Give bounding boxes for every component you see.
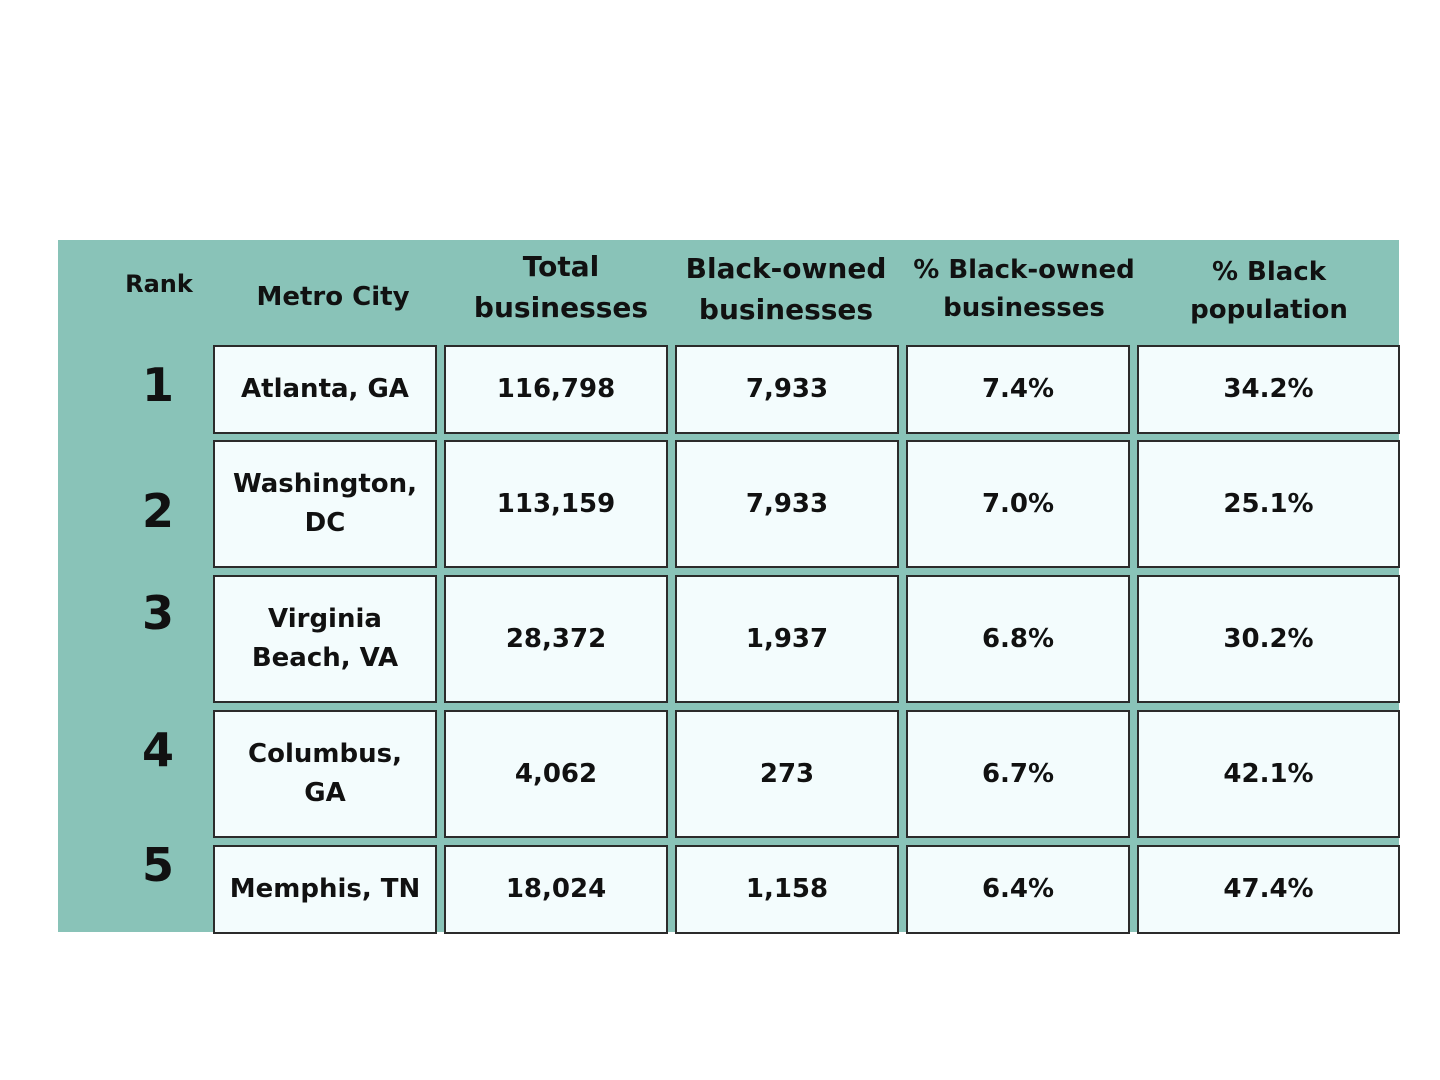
cell-black-owned: 7,933 <box>675 345 899 434</box>
header-pct-black-owned: % Black-owned businesses <box>913 255 1135 323</box>
header-total: Total businesses <box>473 250 649 324</box>
cell-pct-black-pop: 42.1% <box>1137 710 1400 838</box>
cell-pct-black-pop: 34.2% <box>1137 345 1400 434</box>
header-rank: Rank <box>125 269 193 298</box>
cell-pct-black-owned: 7.4% <box>906 345 1130 434</box>
header-metro-city: Metro City <box>256 282 410 313</box>
header-pct-black-pop: % Black population <box>1190 257 1348 325</box>
cell-metro-city: Memphis, TN <box>213 845 437 934</box>
cell-metro-city: Washington, DC <box>213 440 437 568</box>
rank-number: 2 <box>141 484 174 538</box>
cell-total: 28,372 <box>444 575 668 703</box>
cell-pct-black-owned: 6.4% <box>906 845 1130 934</box>
cell-black-owned: 7,933 <box>675 440 899 568</box>
cell-metro-city: Virginia Beach, VA <box>213 575 437 703</box>
cell-total: 113,159 <box>444 440 668 568</box>
rank-number: 5 <box>141 838 174 892</box>
header-black-owned: Black-owned businesses <box>685 252 887 326</box>
cell-pct-black-pop: 47.4% <box>1137 845 1400 934</box>
rank-number: 1 <box>141 358 174 412</box>
cell-black-owned: 1,937 <box>675 575 899 703</box>
cell-black-owned: 273 <box>675 710 899 838</box>
cell-pct-black-pop: 30.2% <box>1137 575 1400 703</box>
cell-total: 4,062 <box>444 710 668 838</box>
rank-number: 3 <box>141 586 174 640</box>
cell-pct-black-owned: 6.8% <box>906 575 1130 703</box>
cell-pct-black-pop: 25.1% <box>1137 440 1400 568</box>
cell-pct-black-owned: 7.0% <box>906 440 1130 568</box>
cell-metro-city: Columbus, GA <box>213 710 437 838</box>
cell-pct-black-owned: 6.7% <box>906 710 1130 838</box>
cell-metro-city: Atlanta, GA <box>213 345 437 434</box>
cell-total: 18,024 <box>444 845 668 934</box>
cell-total: 116,798 <box>444 345 668 434</box>
cell-black-owned: 1,158 <box>675 845 899 934</box>
rank-number: 4 <box>141 723 174 777</box>
